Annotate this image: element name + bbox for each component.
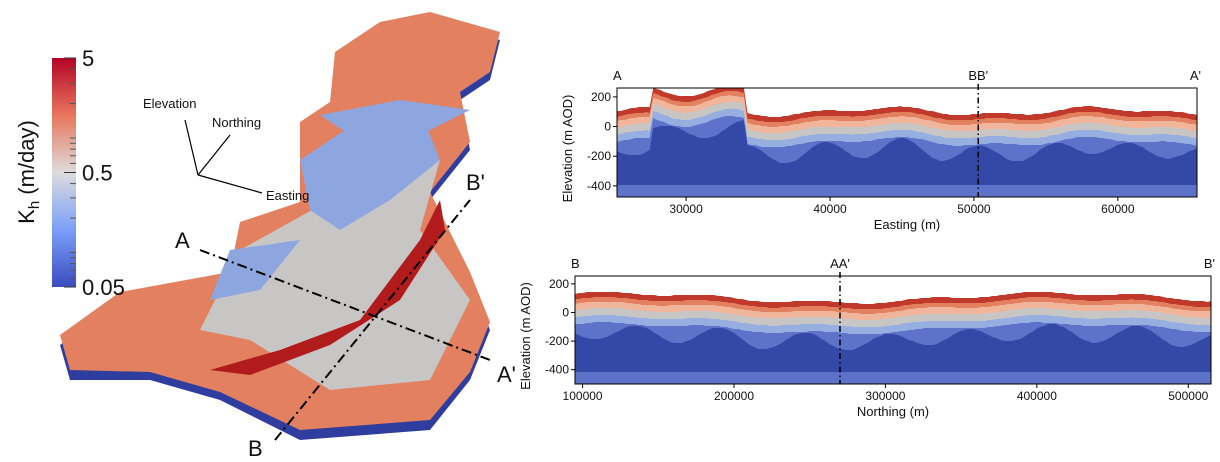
plot-frame — [616, 87, 1198, 198]
x-tick-label: 400000 — [1017, 389, 1057, 403]
section-b — [274, 199, 471, 441]
cross-section: 100000 200000 300000 400000 500000 -400 -200 0 2… — [518, 256, 1215, 419]
layer — [617, 120, 1197, 185]
section-end-label: A — [613, 68, 622, 83]
section-end-label: B — [571, 256, 580, 271]
x-tick-label: 300000 — [865, 389, 905, 403]
intersection-label: BB' — [968, 68, 988, 83]
section-end-label: A' — [1190, 68, 1201, 83]
layer — [575, 324, 1211, 372]
colorbar-tick-label: 0.5 — [82, 161, 113, 186]
x-tick-label: 40000 — [813, 202, 847, 216]
colorbar-tick-label: 0.05 — [82, 275, 125, 300]
intersection-label: AA' — [830, 256, 850, 271]
section-label: A' — [497, 362, 516, 387]
section-label: A — [175, 228, 190, 253]
axis-label: Northing — [212, 115, 261, 130]
section-lines — [199, 199, 491, 441]
plot-frame — [574, 275, 1212, 385]
y-tick-label: -400 — [545, 363, 569, 377]
colorbar-tick-label: 5 — [82, 46, 94, 71]
section-layers — [617, 88, 1197, 197]
x-tick-label: 30000 — [669, 202, 703, 216]
x-axis-label: Northing (m) — [857, 404, 929, 419]
section-layers — [575, 292, 1211, 384]
y-tick-label: 200 — [591, 90, 611, 104]
x-tick-label: 500000 — [1168, 389, 1208, 403]
section-a — [199, 249, 491, 361]
model-render — [60, 12, 500, 440]
x-tick-label: 60000 — [1101, 202, 1135, 216]
x-tick-label: 100000 — [563, 389, 603, 403]
section-end-label: B' — [1204, 256, 1215, 271]
y-tick-label: 200 — [549, 277, 569, 291]
y-tick-label: -200 — [545, 334, 569, 348]
axis-arrows — [184, 119, 263, 194]
section-label: B — [248, 436, 263, 457]
y-tick-label: 0 — [604, 120, 611, 134]
x-axis-label: Easting (m) — [874, 217, 940, 232]
y-axis-label: Elevation (m AOD) — [518, 282, 533, 390]
axis-label: Easting — [266, 188, 309, 203]
y-tick-label: -400 — [587, 179, 611, 193]
section-label: B' — [466, 170, 485, 195]
x-tick-label: 50000 — [957, 202, 991, 216]
y-tick-label: -200 — [587, 149, 611, 163]
x-tick-label: 200000 — [714, 389, 754, 403]
axis-label: Elevation — [143, 96, 196, 111]
y-tick-label: 0 — [562, 305, 569, 319]
y-axis-label: Elevation (m AOD) — [560, 95, 575, 203]
colorbar-label: Kh (m/day) — [14, 120, 43, 224]
